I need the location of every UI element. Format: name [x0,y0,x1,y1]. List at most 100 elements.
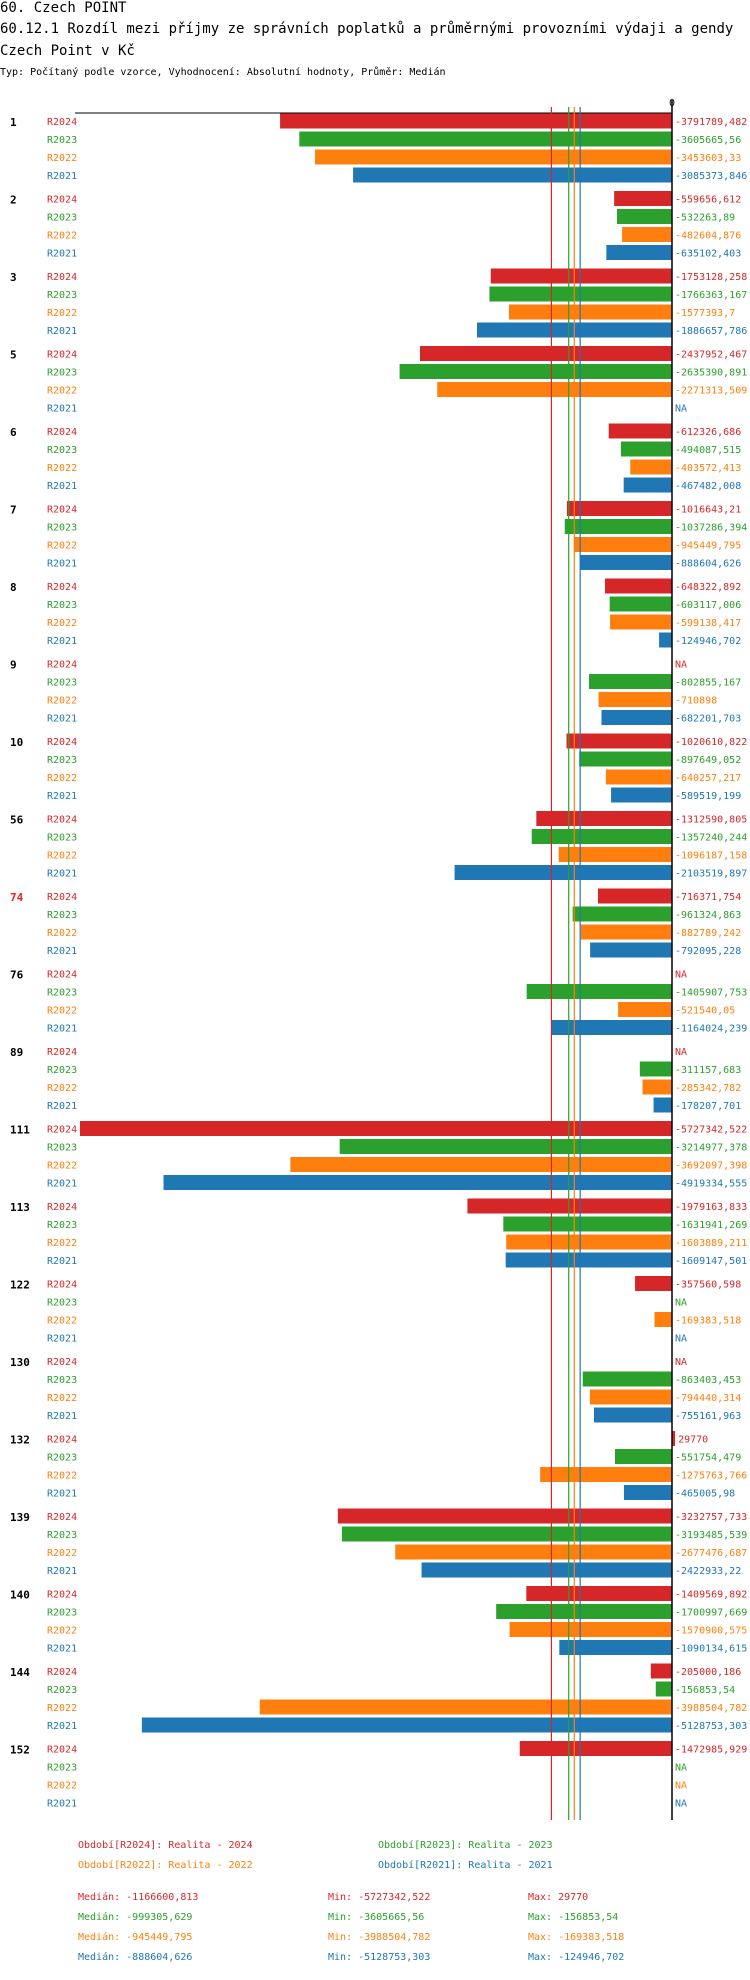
value-label: -2677476,687 [675,1548,747,1559]
value-label: -1570900,575 [675,1626,747,1637]
bar-r2021 [623,477,672,493]
series-label: R2022 [47,541,77,552]
series-label: R2023 [47,1375,77,1386]
value-label: -311157,683 [675,1065,741,1076]
stat-min-r2021: Min: -5128753,303 [328,1952,431,1963]
value-label: NA [675,1047,687,1058]
bar-r2023 [616,209,672,224]
series-label: R2022 [47,1083,77,1094]
series-label: R2024 [47,1047,77,1058]
value-label: -1753128,258 [675,272,747,283]
value-label: -357560,598 [675,1280,741,1291]
value-label: -494087,515 [675,445,741,456]
value-label: NA [675,970,687,981]
series-label: R2021 [47,1566,77,1577]
group-label: 10 [10,736,23,749]
bar-r2022 [574,537,672,552]
group-label: 76 [10,969,24,982]
value-label: -640257,217 [675,773,741,784]
value-label: -945449,795 [675,541,741,552]
value-label: -5727342,522 [675,1125,747,1136]
value-label: -467482,008 [675,481,741,492]
series-label: R2021 [47,946,77,957]
series-label: R2024 [47,1357,77,1368]
value-label: -3232757,733 [675,1512,747,1523]
bar-r2024 [566,733,672,749]
value-label: -802855,167 [675,678,741,689]
series-label: R2024 [47,1435,77,1446]
bar-r2022 [437,382,672,397]
bar-r2024 [566,501,672,516]
bar-r2022 [315,149,672,165]
series-label: R2022 [47,1316,77,1327]
series-label: R2024 [47,970,77,981]
value-label: -1766363,167 [675,290,747,301]
series-label: R2022 [47,153,77,164]
series-label: R2023 [47,368,77,379]
series-label: R2022 [47,1548,77,1559]
value-label: -882789,242 [675,928,741,939]
bar-r2022 [618,1002,672,1017]
bar-r2021 [163,1175,672,1190]
series-label: R2023 [47,213,77,224]
value-label: NA [675,404,687,415]
bar-r2022 [610,614,672,630]
group-label: 139 [10,1511,30,1524]
value-label: 29770 [678,1435,708,1446]
bar-r2024 [280,113,672,129]
series-label: R2024 [47,1125,77,1136]
series-label: R2021 [47,714,77,725]
value-label: -1700997,669 [675,1608,747,1619]
stat-max-r2023: Max: -156853,54 [528,1912,619,1923]
value-label: -1275763,766 [675,1471,747,1482]
series-label: R2024 [47,815,77,826]
bar-r2023 [564,519,672,534]
value-label: -589519,199 [675,791,741,802]
bar-r2022 [622,227,672,242]
chart-type-line: Typ: Počítaný podle vzorce, Vyhodnocení:… [0,67,446,78]
value-label: -1312590,805 [675,815,747,826]
bar-r2023 [496,1604,672,1619]
bar-r2021 [601,710,672,725]
value-label: -482604,876 [675,231,741,242]
value-label: -794440,314 [675,1393,741,1404]
series-label: R2024 [47,1667,77,1678]
stat-min-r2023: Min: -3605665,56 [328,1912,425,1923]
series-label: R2024 [47,660,77,671]
series-label: R2024 [47,1590,77,1601]
bar-chart: 01R2024-3791789,482R2023-3605665,56R2022… [10,98,747,1820]
bar-r2024 [420,346,672,361]
bar-r2021 [590,942,672,958]
value-label: -1164024,239 [675,1024,747,1035]
bar-r2022 [642,1079,672,1095]
group-label: 144 [10,1666,30,1679]
group-label: 122 [10,1279,30,1292]
group-label: 140 [10,1589,30,1602]
series-label: R2023 [47,1685,77,1696]
series-label: R2022 [47,1626,77,1637]
value-label: -1631941,269 [675,1220,747,1231]
bar-r2022 [395,1544,672,1560]
bar-r2022 [630,459,672,475]
group-label: 1 [10,116,17,129]
value-label: -1609147,501 [675,1256,747,1267]
group-label: 2 [10,194,17,207]
bar-r2022 [598,692,672,707]
group-label: 56 [10,814,24,827]
value-label: -1577393,7 [675,308,735,319]
value-label: -3988504,782 [675,1703,747,1714]
group-label: 9 [10,659,17,672]
group-label: 3 [10,271,17,284]
stat-min-r2024: Min: -5727342,522 [328,1892,431,1903]
group-label: 74 [10,891,24,904]
bar-r2024 [519,1741,672,1756]
series-label: R2021 [47,481,77,492]
bar-r2023 [572,906,672,922]
series-label: R2021 [47,791,77,802]
bar-r2021 [623,1485,672,1500]
value-label: -178207,701 [675,1101,741,1112]
series-label: R2022 [47,1471,77,1482]
series-label: R2024 [47,582,77,593]
group-label: 89 [10,1046,23,1059]
series-label: R2023 [47,135,77,146]
